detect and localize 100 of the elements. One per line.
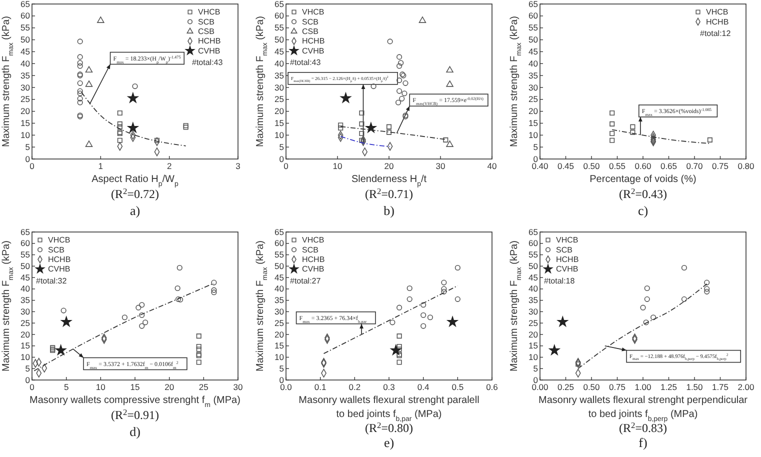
point [420,302,426,308]
x-tick-label: 0.3 [383,382,396,392]
point [77,88,83,94]
point [77,96,83,102]
text: f) [638,435,648,450]
y-tick-label: 40 [528,58,538,68]
legend-label: SCB [198,17,214,26]
x-tick-label: 1.75 [712,382,729,392]
point [704,280,710,286]
y-tick-label: 55 [274,22,284,33]
point [441,288,447,294]
y-tick-label: 5 [279,142,284,152]
y-tick-label: 10 [274,352,284,362]
point [196,334,202,339]
legend-label: CSB [198,27,214,36]
point [396,78,402,84]
point [402,90,408,96]
y-tick-label: 25 [274,318,284,328]
x-tick-label: 5 [64,382,69,392]
y-tick-label: 5 [25,142,30,152]
x-tick-label: 25 [198,382,209,392]
point [704,288,710,294]
y-tick-label: 50 [20,34,30,45]
y-tick-label: 40 [274,58,284,68]
y-tick-label: 5 [279,363,284,374]
legend-label: CVHB [302,46,324,56]
point [56,344,66,355]
point [418,16,426,23]
y-tick-label: 55 [274,250,284,260]
line-series [80,92,186,146]
point [643,320,649,326]
y-tick-label: 60 [274,238,284,248]
point [211,287,217,293]
point [340,92,352,103]
y-tick-label: 25 [274,94,284,104]
y-tick-label: 60 [528,238,538,248]
y-tick-label: 30 [20,82,30,92]
y-tick-label: 10 [528,130,538,140]
point [441,280,447,286]
x-tick-label: 1.00 [634,382,652,392]
point [77,54,83,60]
point [359,138,364,143]
point [386,124,392,130]
y-tick-label: 35 [528,70,538,80]
text: a) [130,203,140,218]
legend-label: VHCB [302,236,324,245]
x-tick-label: 0.40 [532,161,549,171]
x-tick-label: 40 [487,161,497,171]
point [77,100,83,106]
legend-label: CVHB [302,264,324,274]
y-tick-label: 45 [20,46,30,56]
legend-label: SCB [302,17,318,26]
x-tick-label: 0.0 [280,382,292,392]
y-tick-label: 15 [528,340,538,351]
point [406,296,412,302]
legend-label: HCHB [556,255,579,264]
point [117,110,122,116]
y-tick-label: 15 [20,340,30,351]
legend-label: SCB [48,245,64,254]
point [681,264,687,271]
y-tick-label: 20 [20,329,30,340]
point [443,137,448,142]
point [211,290,217,296]
point [446,80,454,87]
text: (R$^{2}$=0.91) [111,408,159,422]
point [396,360,402,365]
point [196,346,202,352]
text: b) [384,203,394,218]
x-tick-label: 30 [233,382,243,392]
x-tick-label: 2.00 [738,382,755,392]
point [174,285,180,292]
y-tick-label: 65 [274,0,284,9]
point [117,138,122,143]
point [454,296,460,302]
point [77,80,83,86]
x-tick-label: 20 [384,161,394,171]
point [366,122,376,133]
point [390,344,402,355]
point [630,124,636,130]
y-tick-label: 5 [533,363,538,374]
y-tick-label: 60 [274,10,284,21]
x-tick-label: 0.65 [660,161,678,171]
y-tick-label: 10 [20,130,30,140]
y-tick-label: 10 [20,352,30,362]
point [644,296,650,302]
y-tick-label: 60 [20,10,30,21]
y-tick-label: 50 [274,34,284,45]
y-tick-label: 5 [25,363,30,374]
y-tick-label: 25 [20,94,30,104]
point [390,320,396,326]
x-tick-label: 0.75 [712,161,729,171]
point [610,130,615,136]
y-tick-label: 40 [274,284,284,294]
y-tick-label: 65 [528,226,538,237]
x-axis-title: Percentage of voids (%) [590,174,696,185]
point [77,38,83,44]
point [359,121,364,126]
y-tick-label: 15 [528,118,538,128]
y-tick-label: 20 [274,329,284,340]
legend-label: VHCB [706,8,728,17]
